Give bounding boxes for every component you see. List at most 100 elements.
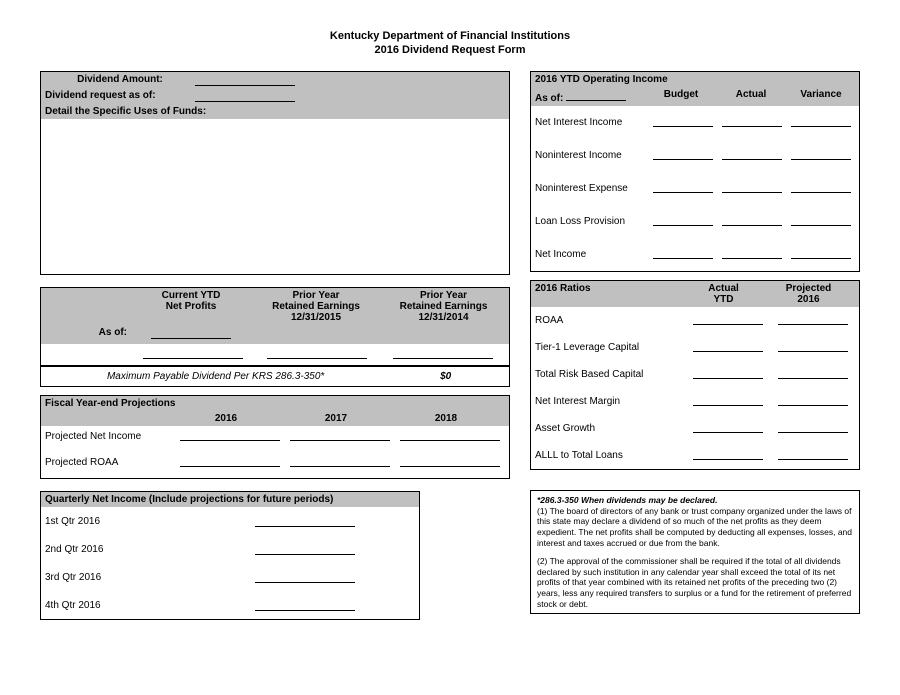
q3-label: 3rd Qtr 2016 bbox=[45, 572, 255, 583]
ratio-r3-p[interactable] bbox=[778, 367, 848, 379]
q1-input[interactable] bbox=[255, 515, 355, 527]
ratio-r1: ROAA bbox=[535, 315, 685, 326]
ytd-r2-b[interactable] bbox=[653, 148, 713, 160]
ratios-c2a: Projected bbox=[770, 283, 847, 294]
earnings-val3[interactable] bbox=[393, 347, 493, 359]
dividend-asof-label: Dividend request as of: bbox=[45, 90, 195, 102]
ratio-r6-p[interactable] bbox=[778, 448, 848, 460]
projections-box: Fiscal Year-end Projections 2016 2017 20… bbox=[40, 395, 510, 479]
dividend-box: Dividend Amount: Dividend request as of:… bbox=[40, 71, 510, 275]
dividend-asof-input[interactable] bbox=[195, 90, 295, 102]
ytd-r3-v[interactable] bbox=[791, 181, 851, 193]
ytd-r3-b[interactable] bbox=[653, 181, 713, 193]
q4-label: 4th Qtr 2016 bbox=[45, 600, 255, 611]
ytd-r5-v[interactable] bbox=[791, 247, 851, 259]
ytd-r1-a[interactable] bbox=[722, 115, 782, 127]
q3-input[interactable] bbox=[255, 571, 355, 583]
ytd-box: 2016 YTD Operating Income As of: Budget … bbox=[530, 71, 860, 272]
max-dividend-value: $0 bbox=[386, 371, 505, 382]
q4-input[interactable] bbox=[255, 599, 355, 611]
ratios-title: 2016 Ratios bbox=[531, 281, 681, 307]
ratio-r5-p[interactable] bbox=[778, 421, 848, 433]
proj-r1-v1[interactable] bbox=[180, 429, 280, 441]
ytd-actual: Actual bbox=[716, 87, 786, 106]
ytd-r3-a[interactable] bbox=[722, 181, 782, 193]
proj-y2: 2017 bbox=[281, 411, 391, 426]
q2-input[interactable] bbox=[255, 543, 355, 555]
ytd-asof-input[interactable] bbox=[566, 89, 626, 101]
earnings-col1-b: Net Profits bbox=[135, 301, 247, 312]
earnings-box: Current YTD Net Profits Prior Year Retai… bbox=[40, 287, 510, 387]
ratio-r1-p[interactable] bbox=[778, 313, 848, 325]
ytd-r4-b[interactable] bbox=[653, 214, 713, 226]
ratios-c2b: 2016 bbox=[770, 294, 847, 305]
dividend-amount-label: Dividend Amount: bbox=[45, 74, 195, 86]
footnote-p2: (2) The approval of the commissioner sha… bbox=[537, 556, 853, 609]
ytd-r2-a[interactable] bbox=[722, 148, 782, 160]
footnote-title: *286.3-350 When dividends may be declare… bbox=[537, 495, 853, 506]
page-title: Kentucky Department of Financial Institu… bbox=[40, 30, 860, 42]
ratio-r2-a[interactable] bbox=[693, 340, 763, 352]
proj-r2-v3[interactable] bbox=[400, 455, 500, 467]
ratio-r5: Asset Growth bbox=[535, 423, 685, 434]
footnote-p1: (1) The board of directors of any bank o… bbox=[537, 506, 853, 549]
ytd-r1: Net Interest Income bbox=[535, 117, 648, 128]
ytd-r1-b[interactable] bbox=[653, 115, 713, 127]
earnings-asof-input[interactable] bbox=[151, 327, 231, 339]
ratio-r4: Net Interest Margin bbox=[535, 396, 685, 407]
quarterly-title: Quarterly Net Income (Include projection… bbox=[41, 492, 419, 507]
earnings-val1[interactable] bbox=[143, 347, 243, 359]
ytd-asof-label: As of: bbox=[535, 93, 563, 104]
q1-label: 1st Qtr 2016 bbox=[45, 516, 255, 527]
ratio-r2: Tier-1 Leverage Capital bbox=[535, 342, 685, 353]
ytd-r4-v[interactable] bbox=[791, 214, 851, 226]
earnings-asof-label: As of: bbox=[41, 325, 131, 344]
proj-r2-v1[interactable] bbox=[180, 455, 280, 467]
ytd-budget: Budget bbox=[646, 87, 716, 106]
dividend-amount-input[interactable] bbox=[195, 74, 295, 86]
earnings-col3-c: 12/31/2014 bbox=[385, 312, 502, 323]
ytd-r2-v[interactable] bbox=[791, 148, 851, 160]
max-dividend-label: Maximum Payable Dividend Per KRS 286.3-3… bbox=[45, 371, 386, 382]
earnings-col3-a: Prior Year bbox=[385, 290, 502, 301]
earnings-col2-a: Prior Year bbox=[255, 290, 377, 301]
ratio-r5-a[interactable] bbox=[693, 421, 763, 433]
ratio-r4-a[interactable] bbox=[693, 394, 763, 406]
earnings-col2-c: 12/31/2015 bbox=[255, 312, 377, 323]
ytd-r4-a[interactable] bbox=[722, 214, 782, 226]
footnote-box: *286.3-350 When dividends may be declare… bbox=[530, 490, 860, 614]
earnings-val2[interactable] bbox=[267, 347, 367, 359]
ytd-r2: Noninterest Income bbox=[535, 150, 648, 161]
ratio-r6-a[interactable] bbox=[693, 448, 763, 460]
ratios-c1b: YTD bbox=[685, 294, 762, 305]
proj-r2-label: Projected ROAA bbox=[45, 457, 175, 468]
quarterly-box: Quarterly Net Income (Include projection… bbox=[40, 491, 420, 620]
ratio-r4-p[interactable] bbox=[778, 394, 848, 406]
q2-label: 2nd Qtr 2016 bbox=[45, 544, 255, 555]
ytd-r5: Net Income bbox=[535, 249, 648, 260]
earnings-col3-b: Retained Earnings bbox=[385, 301, 502, 312]
detail-uses-area[interactable] bbox=[41, 119, 509, 274]
earnings-col2-b: Retained Earnings bbox=[255, 301, 377, 312]
detail-uses-label: Detail the Specific Uses of Funds: bbox=[41, 104, 509, 119]
ytd-r5-a[interactable] bbox=[722, 247, 782, 259]
proj-r1-v2[interactable] bbox=[290, 429, 390, 441]
ratio-r1-a[interactable] bbox=[693, 313, 763, 325]
proj-y1: 2016 bbox=[171, 411, 281, 426]
ytd-r3: Noninterest Expense bbox=[535, 183, 648, 194]
ratio-r6: ALLL to Total Loans bbox=[535, 450, 685, 461]
page-subtitle: 2016 Dividend Request Form bbox=[40, 44, 860, 56]
ytd-r4: Loan Loss Provision bbox=[535, 216, 648, 227]
proj-r1-v3[interactable] bbox=[400, 429, 500, 441]
ratio-r2-p[interactable] bbox=[778, 340, 848, 352]
ytd-r1-v[interactable] bbox=[791, 115, 851, 127]
ratios-box: 2016 Ratios Actual YTD Projected 2016 RO… bbox=[530, 280, 860, 470]
ytd-r5-b[interactable] bbox=[653, 247, 713, 259]
proj-r2-v2[interactable] bbox=[290, 455, 390, 467]
ratio-r3: Total Risk Based Capital bbox=[535, 369, 685, 380]
earnings-col1-a: Current YTD bbox=[135, 290, 247, 301]
ytd-title: 2016 YTD Operating Income bbox=[531, 72, 859, 87]
ratio-r3-a[interactable] bbox=[693, 367, 763, 379]
ytd-variance: Variance bbox=[786, 87, 856, 106]
proj-y3: 2018 bbox=[391, 411, 501, 426]
